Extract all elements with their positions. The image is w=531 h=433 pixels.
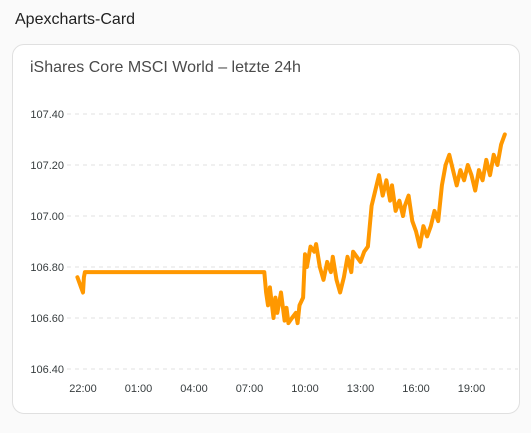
y-tick-label: 106.40: [30, 364, 64, 376]
x-tick-label: 07:00: [236, 383, 264, 395]
page-heading: Apexcharts-Card: [15, 11, 136, 28]
x-tick-label: 01:00: [125, 383, 153, 395]
x-tick-label: 04:00: [180, 383, 208, 395]
series-line: [75, 132, 507, 326]
series-layer: [75, 132, 507, 326]
y-tick-label: 107.20: [30, 160, 64, 172]
y-tick-label: 107.40: [30, 109, 64, 121]
x-tick-label: 22:00: [69, 383, 97, 395]
y-tick-label: 106.60: [30, 313, 64, 325]
x-tick-label: 19:00: [458, 383, 486, 395]
card-title: iShares Core MSCI World – letzte 24h: [30, 59, 301, 76]
chart-card: iShares Core MSCI World – letzte 24h 106…: [12, 44, 520, 414]
x-axis: 22:00 01:00 04:00 07:00 10:00 13:00 16:00 19:00: [69, 383, 485, 395]
x-tick-label: 10:00: [291, 383, 319, 395]
y-tick-label: 106.80: [30, 262, 64, 274]
gridlines: [67, 113, 518, 370]
chart-svg: 106.40 106.60 106.80 107.00 107.20 107.40 22:…: [30, 109, 518, 395]
y-axis: 106.40 106.60 106.80 107.00 107.20 107.40: [30, 109, 64, 376]
x-tick-label: 13:00: [347, 383, 375, 395]
x-tick-label: 16:00: [402, 383, 430, 395]
y-tick-label: 107.00: [30, 211, 64, 223]
